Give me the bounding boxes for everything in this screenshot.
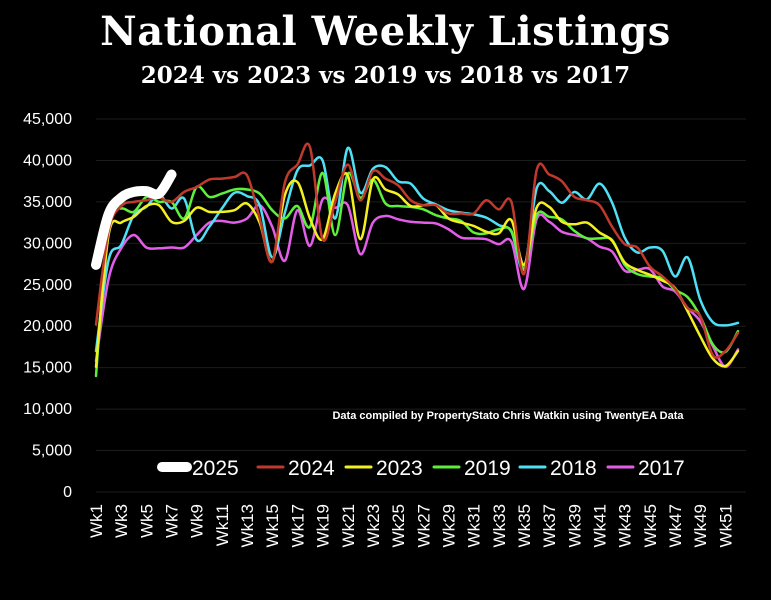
series-line-2018 [94,146,740,353]
legend-item-2025: 2025 [157,457,239,480]
y-tick-label: 30,000 [23,235,72,252]
x-tick-label: Wk43 [616,504,635,547]
y-tick-label: 15,000 [23,360,72,377]
x-tick-label: Wk37 [540,504,559,547]
series-line-2025 [91,169,177,270]
x-tick-label: Wk7 [163,504,182,538]
x-tick-label: Wk1 [87,504,106,538]
x-tick-label: Wk29 [439,504,458,547]
x-tick-label: Wk39 [565,504,584,547]
legend-item-2018: 2018 [518,457,597,480]
legend-item-2017: 2017 [606,457,685,480]
x-tick-label: Wk17 [288,504,307,547]
x-tick-label: Wk13 [238,504,257,547]
legend-item-2023: 2023 [344,457,423,480]
x-tick-label: Wk21 [339,504,358,547]
y-tick-label: 45,000 [23,111,72,128]
chart-title: National Weekly Listings [100,8,671,55]
y-tick-label: 10,000 [23,401,72,418]
x-axis: Wk1 Wk3 Wk5 Wk7 Wk9 Wk11 Wk13 Wk15 Wk17 Wk19 Wk21 W… [87,504,735,547]
x-tick-label: Wk47 [666,504,685,547]
legend: 2025 2024 2023 2019 2018 2017 [157,457,685,480]
gridlines [96,118,746,493]
data-credit: Data compiled by PropertyStato Chris Wat… [332,410,684,422]
x-tick-label: Wk9 [188,504,207,538]
x-tick-label: Wk23 [364,504,383,547]
legend-label: 2019 [464,457,511,480]
series-line-2024 [94,142,740,359]
y-tick-label: 0 [63,484,72,501]
legend-item-2024: 2024 [256,457,335,480]
y-tick-label: 25,000 [23,277,72,294]
x-tick-label: Wk5 [137,504,156,538]
y-tick-label: 5,000 [32,443,72,460]
y-axis: 0 5,000 10,000 15,000 20,000 25,000 30,000 35,0… [23,111,72,501]
legend-label: 2025 [192,457,239,480]
x-tick-label: Wk31 [465,504,484,547]
x-tick-label: Wk33 [490,504,509,547]
chart-subtitle: 2024 vs 2023 vs 2019 vs 2018 vs 2017 [140,62,631,89]
x-tick-label: Wk25 [389,504,408,547]
x-tick-label: Wk15 [263,504,282,547]
x-tick-label: Wk19 [314,504,333,547]
series-line-2023 [94,172,740,369]
x-tick-label: Wk51 [716,504,735,547]
x-tick-label: Wk41 [591,504,610,547]
x-tick-label: Wk27 [414,504,433,547]
y-tick-label: 35,000 [23,194,72,211]
x-tick-label: Wk11 [213,504,232,546]
y-tick-label: 20,000 [23,318,72,335]
legend-label: 2024 [288,457,335,480]
x-tick-label: Wk45 [641,504,660,547]
series-lines [91,142,740,378]
x-tick-label: Wk3 [112,504,131,538]
legend-label: 2023 [376,457,423,480]
series-line-2017 [94,196,740,369]
legend-item-2019: 2019 [432,457,511,480]
legend-label: 2018 [550,457,597,480]
y-tick-label: 40,000 [23,152,72,169]
x-tick-label: Wk49 [691,504,710,547]
legend-label: 2017 [638,457,685,480]
x-tick-label: Wk35 [515,504,534,547]
